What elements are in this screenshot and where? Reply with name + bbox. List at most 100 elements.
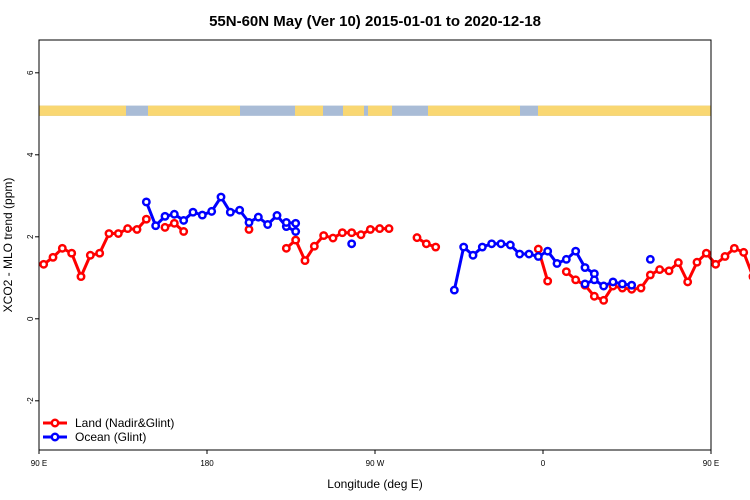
map-land bbox=[295, 105, 323, 116]
data-point bbox=[533, 252, 543, 261]
data-point bbox=[589, 291, 599, 301]
data-point bbox=[160, 211, 170, 221]
data-point bbox=[589, 275, 599, 285]
data-point bbox=[524, 249, 534, 259]
axes: 90 E 180 90 W 0 90 E -2 0 2 4 6 bbox=[26, 70, 719, 468]
data-point bbox=[67, 248, 77, 258]
data-point bbox=[384, 224, 394, 234]
data-point bbox=[356, 230, 366, 240]
data-point bbox=[655, 265, 665, 275]
data-point bbox=[48, 252, 58, 262]
data-point bbox=[375, 224, 385, 234]
data-point bbox=[104, 229, 114, 238]
series-line bbox=[452, 242, 596, 291]
data-point bbox=[291, 235, 301, 245]
legend-marker bbox=[50, 432, 60, 442]
world-map-band bbox=[39, 105, 711, 116]
data-point bbox=[169, 209, 179, 219]
data-point bbox=[225, 207, 235, 217]
x-tick-label: 90 W bbox=[366, 459, 385, 468]
map-land bbox=[148, 105, 240, 116]
plot-frame bbox=[38, 39, 712, 451]
data-point bbox=[179, 215, 189, 225]
data-point bbox=[281, 218, 291, 227]
data-point bbox=[580, 279, 590, 289]
data-point bbox=[347, 239, 357, 249]
data-point bbox=[711, 259, 721, 269]
data-point bbox=[599, 281, 609, 291]
data-point bbox=[207, 206, 217, 216]
series-line bbox=[285, 227, 389, 264]
y-tick-label: 6 bbox=[26, 70, 35, 75]
data-point bbox=[160, 222, 170, 232]
data-point bbox=[477, 242, 487, 252]
data-point bbox=[459, 242, 469, 252]
data-point bbox=[645, 254, 655, 264]
map-land bbox=[39, 105, 126, 116]
data-point bbox=[608, 277, 618, 287]
series-line bbox=[565, 246, 750, 303]
data-point bbox=[57, 243, 67, 253]
series-layer bbox=[39, 192, 750, 305]
data-point bbox=[291, 227, 301, 236]
data-point bbox=[617, 279, 627, 289]
legend-label: Land (Nadir&Glint) bbox=[75, 416, 174, 430]
data-point bbox=[76, 272, 86, 282]
data-point bbox=[141, 214, 151, 224]
data-point bbox=[309, 241, 319, 251]
data-point bbox=[244, 218, 254, 227]
y-tick-label: 0 bbox=[26, 316, 35, 321]
data-point bbox=[627, 280, 637, 290]
data-point bbox=[216, 192, 226, 202]
data-point bbox=[431, 242, 441, 252]
map-land bbox=[343, 105, 364, 116]
data-point bbox=[141, 197, 151, 207]
x-tick-label: 0 bbox=[541, 459, 546, 468]
x-tick-label: 90 E bbox=[703, 459, 719, 468]
y-tick-label: 2 bbox=[26, 234, 35, 239]
data-point bbox=[197, 210, 207, 220]
data-point bbox=[505, 240, 515, 250]
data-point bbox=[561, 267, 571, 277]
data-point bbox=[244, 224, 254, 234]
map-land bbox=[538, 105, 711, 116]
series-ocean bbox=[141, 192, 655, 295]
y-axis-label: XCO2 - MLO trend (ppm) bbox=[1, 178, 15, 313]
data-point bbox=[487, 239, 497, 249]
y-tick-label: 4 bbox=[26, 152, 35, 157]
data-point bbox=[543, 276, 553, 286]
data-point bbox=[571, 275, 581, 285]
legend: Land (Nadir&Glint)Ocean (Glint) bbox=[43, 416, 174, 444]
data-point bbox=[664, 266, 674, 276]
x-tick-label: 90 E bbox=[31, 459, 47, 468]
data-point bbox=[599, 295, 609, 305]
data-point bbox=[272, 211, 282, 220]
data-point bbox=[123, 224, 133, 234]
data-point bbox=[169, 218, 179, 228]
data-point bbox=[95, 248, 105, 258]
data-point bbox=[720, 252, 730, 261]
map-land bbox=[428, 105, 520, 116]
y-tick-label: -2 bbox=[26, 397, 35, 405]
data-point bbox=[151, 221, 161, 231]
data-point bbox=[561, 254, 571, 264]
data-point bbox=[421, 239, 431, 249]
x-tick-label: 180 bbox=[200, 459, 214, 468]
data-point bbox=[729, 243, 739, 253]
data-point bbox=[701, 248, 711, 258]
x-axis-label: Longitude (deg E) bbox=[327, 477, 422, 491]
data-point bbox=[281, 243, 291, 253]
data-point bbox=[291, 218, 301, 228]
data-point bbox=[580, 263, 590, 272]
data-point bbox=[235, 205, 245, 215]
data-point bbox=[253, 212, 263, 222]
data-point bbox=[683, 277, 693, 287]
data-point bbox=[113, 229, 123, 238]
data-point bbox=[515, 249, 525, 259]
data-point bbox=[39, 259, 49, 269]
data-point bbox=[85, 250, 95, 260]
data-point bbox=[496, 239, 506, 249]
legend-marker bbox=[50, 418, 60, 428]
data-point bbox=[337, 228, 347, 238]
map-land bbox=[368, 105, 392, 116]
